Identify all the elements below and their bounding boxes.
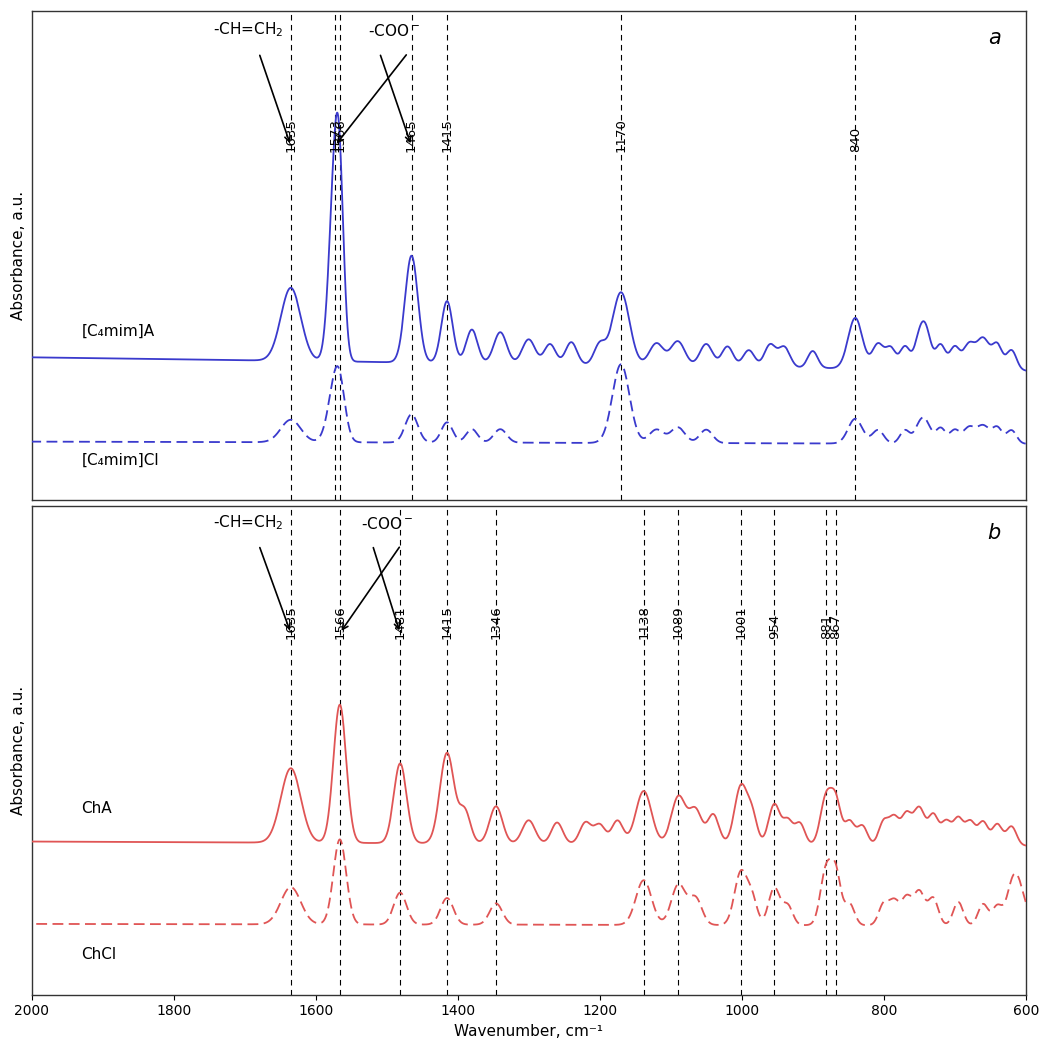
Text: ChA: ChA [81, 801, 112, 816]
Text: 1346: 1346 [489, 605, 503, 638]
Y-axis label: Absorbance, a.u.: Absorbance, a.u. [12, 686, 26, 815]
Text: 1138: 1138 [637, 605, 650, 638]
Text: 881: 881 [820, 613, 833, 638]
Text: 867: 867 [830, 613, 842, 638]
X-axis label: Wavenumber, cm⁻¹: Wavenumber, cm⁻¹ [455, 1024, 603, 1038]
Text: -CH=CH$_2$: -CH=CH$_2$ [213, 21, 284, 39]
Text: 1170: 1170 [614, 118, 628, 151]
Text: 1566: 1566 [333, 118, 347, 151]
Text: 840: 840 [848, 126, 862, 151]
Text: 1415: 1415 [441, 605, 454, 638]
Text: 1635: 1635 [285, 118, 297, 151]
Text: [C₄mim]A: [C₄mim]A [81, 324, 154, 339]
Text: b: b [988, 523, 1001, 543]
Text: 954: 954 [768, 613, 781, 638]
Text: 1415: 1415 [441, 118, 454, 151]
Text: 1089: 1089 [672, 605, 685, 638]
Text: ChCl: ChCl [81, 947, 117, 962]
Text: [C₄mim]Cl: [C₄mim]Cl [81, 454, 159, 468]
Text: -COO$^-$: -COO$^-$ [368, 23, 420, 39]
Text: 1566: 1566 [333, 605, 347, 638]
Text: -CH=CH$_2$: -CH=CH$_2$ [213, 513, 284, 532]
Text: a: a [988, 28, 1001, 48]
Text: 1481: 1481 [394, 605, 406, 638]
Text: 1465: 1465 [405, 118, 418, 151]
Y-axis label: Absorbance, a.u.: Absorbance, a.u. [12, 191, 26, 320]
Text: 1635: 1635 [285, 605, 297, 638]
Text: 1573: 1573 [329, 118, 341, 151]
Text: -COO$^-$: -COO$^-$ [360, 517, 413, 532]
Text: 1001: 1001 [735, 605, 748, 638]
